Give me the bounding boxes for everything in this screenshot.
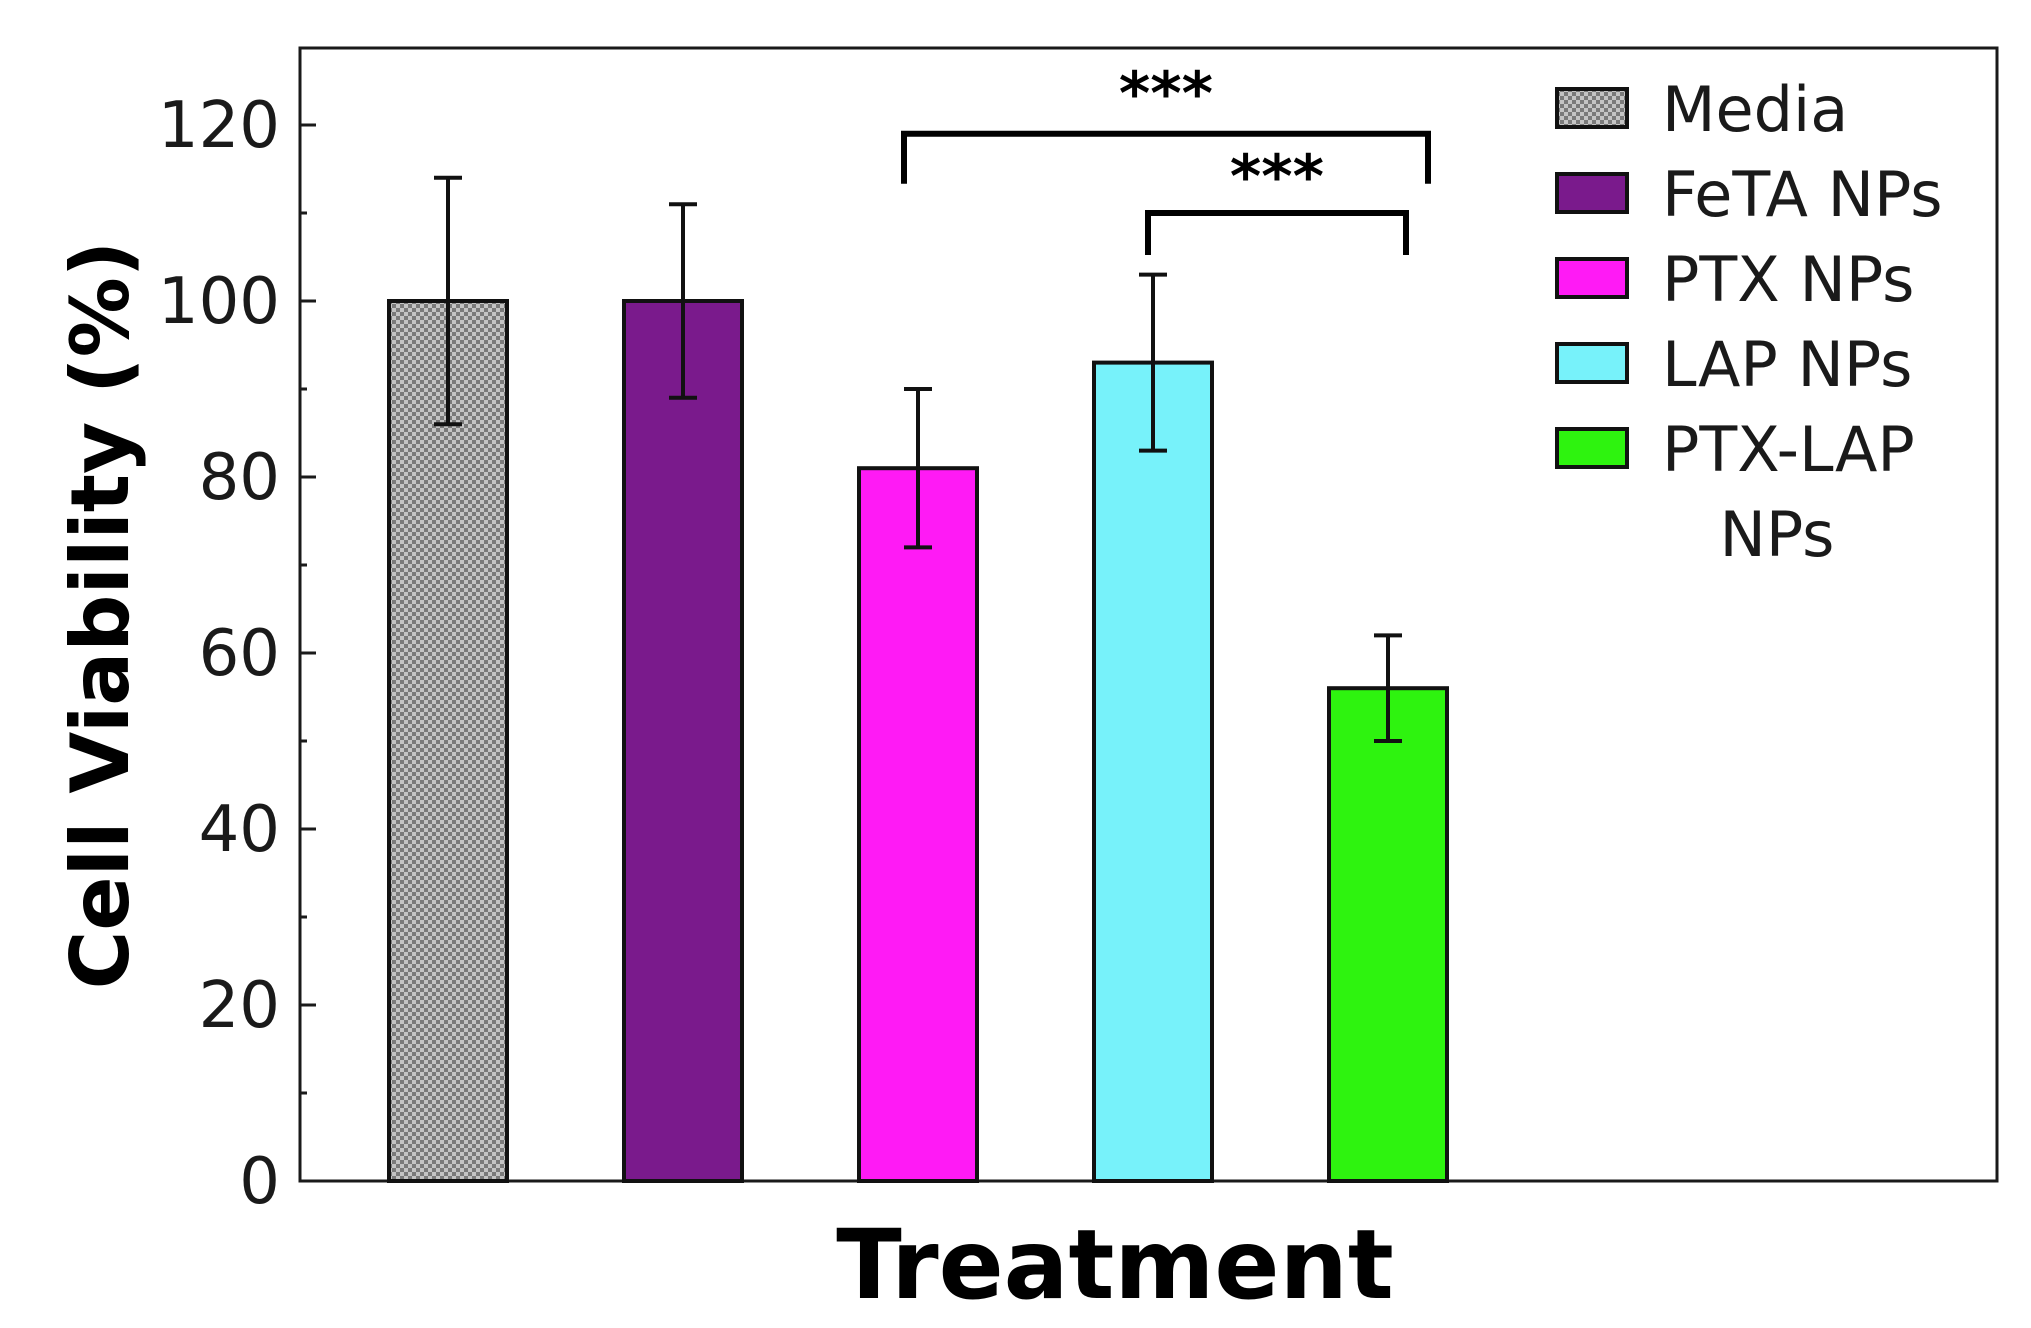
legend-swatch	[1555, 87, 1629, 129]
significance-label: ***	[1119, 59, 1213, 129]
legend-label: FeTA NPs	[1662, 158, 1943, 231]
error-bar	[434, 175, 462, 427]
bar	[1327, 686, 1449, 1183]
significance-bracket	[1145, 210, 1409, 255]
bar	[387, 299, 509, 1183]
y-tick-label: 80	[199, 441, 280, 515]
bar	[622, 299, 744, 1183]
error-bar	[904, 387, 932, 550]
significance-label: ***	[1230, 142, 1324, 212]
significance-bracket	[901, 130, 1431, 184]
legend-label-continuation: NPs	[1720, 498, 1835, 571]
y-tick-label: 100	[158, 265, 280, 339]
y-tick-label: 40	[199, 793, 280, 867]
legend-swatch	[1555, 427, 1629, 469]
legend-swatch	[1555, 257, 1629, 299]
legend-swatch	[1555, 342, 1629, 384]
y-tick-label: 120	[158, 89, 280, 163]
y-tick-label: 0	[239, 1145, 280, 1219]
bar	[857, 466, 979, 1183]
legend-label: PTX NPs	[1662, 243, 1914, 316]
y-axis-title: Cell Viability (%)	[54, 241, 147, 990]
x-axis-title: Treatment	[836, 1209, 1393, 1321]
error-bar	[1139, 272, 1167, 453]
y-tick-label: 60	[199, 617, 280, 691]
error-bar	[1374, 633, 1402, 743]
y-tick-label: 20	[199, 969, 280, 1043]
legend-label: Media	[1662, 73, 1848, 146]
legend-swatch	[1555, 172, 1629, 214]
legend-label: PTX-LAP	[1662, 413, 1915, 486]
error-bar	[669, 202, 697, 400]
bar	[1092, 360, 1214, 1184]
legend-label: LAP NPs	[1662, 328, 1912, 401]
